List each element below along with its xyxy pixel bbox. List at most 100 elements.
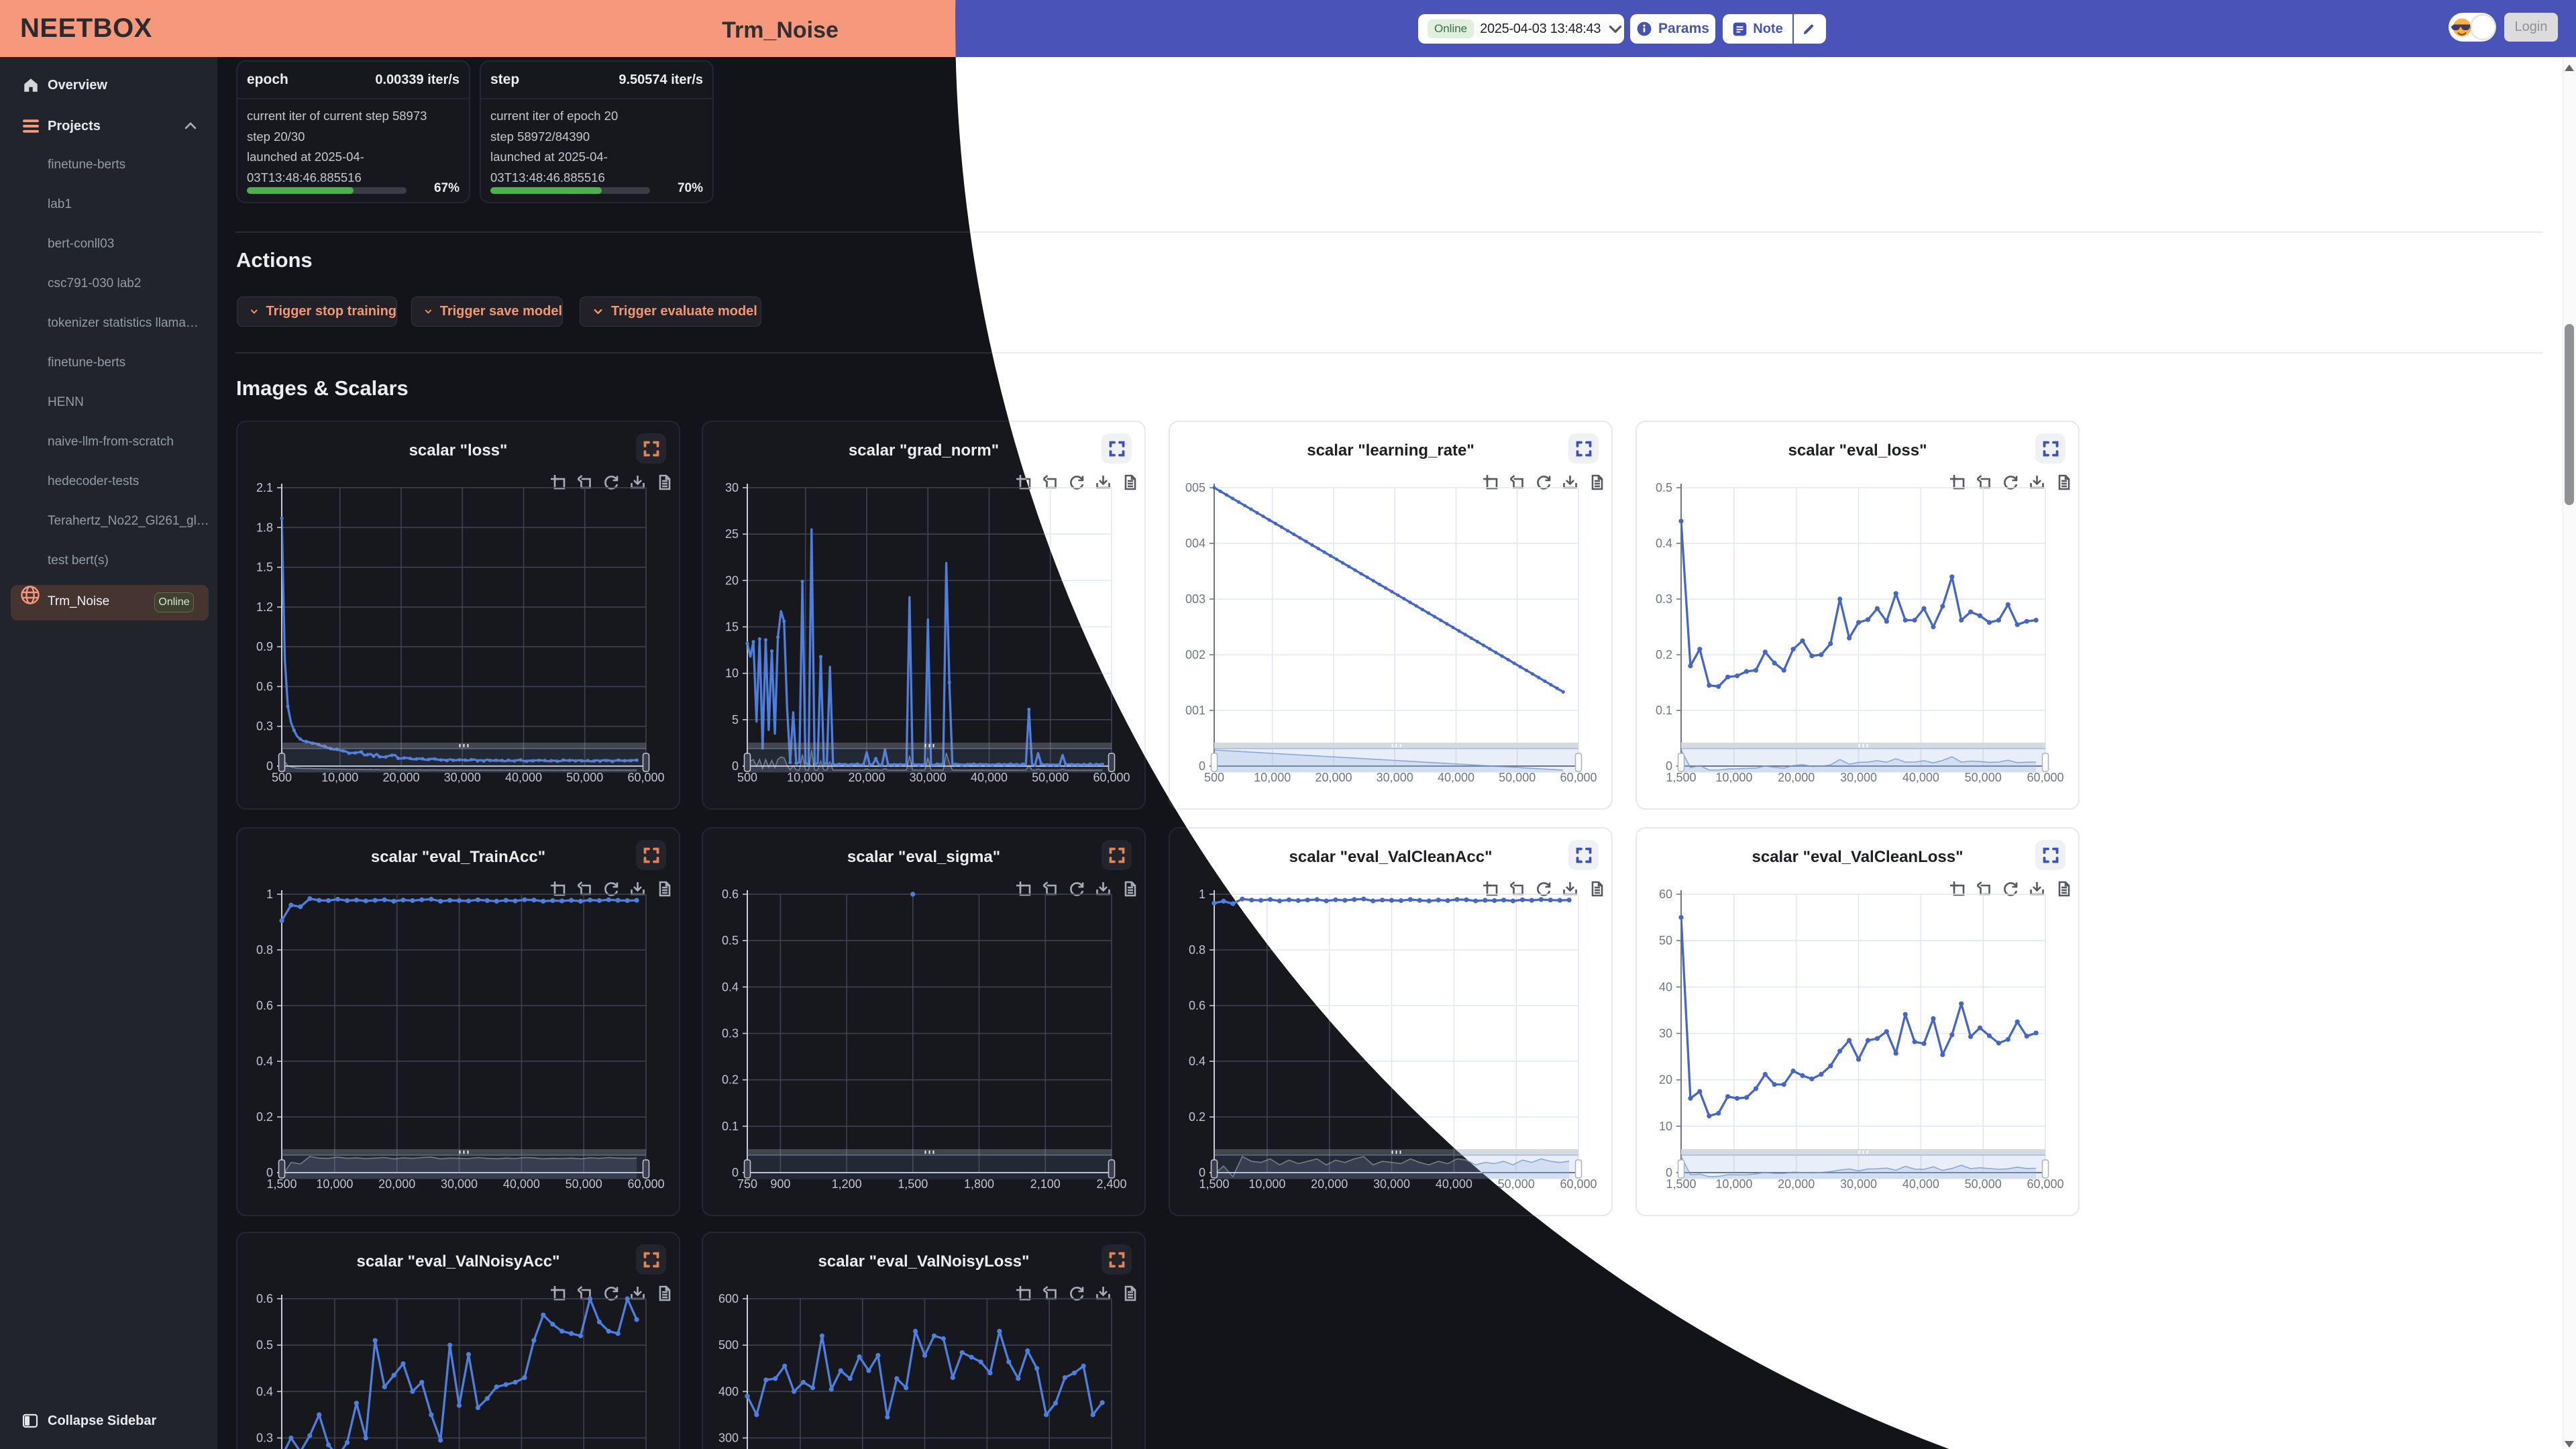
svg-text:0.8: 0.8 bbox=[1189, 943, 1205, 957]
svg-text:30,000: 30,000 bbox=[1840, 1177, 1877, 1191]
svg-text:0.6: 0.6 bbox=[256, 1292, 273, 1305]
svg-text:0.9: 0.9 bbox=[256, 640, 273, 653]
svg-text:0.4: 0.4 bbox=[722, 980, 739, 994]
svg-text:600: 600 bbox=[718, 1292, 739, 1305]
svg-text:0.5: 0.5 bbox=[256, 1338, 273, 1352]
svg-text:30,000: 30,000 bbox=[1840, 771, 1877, 784]
svg-text:0: 0 bbox=[266, 759, 273, 773]
svg-text:0: 0 bbox=[1199, 1166, 1205, 1179]
svg-text:0.6: 0.6 bbox=[256, 999, 273, 1012]
svg-text:0: 0 bbox=[266, 1166, 273, 1179]
svg-text:001: 001 bbox=[1185, 704, 1205, 717]
svg-text:30,000: 30,000 bbox=[1377, 771, 1413, 784]
svg-text:500: 500 bbox=[272, 771, 292, 784]
svg-text:20,000: 20,000 bbox=[1311, 1177, 1348, 1191]
svg-text:500: 500 bbox=[718, 1338, 739, 1352]
svg-text:0.1: 0.1 bbox=[722, 1120, 739, 1133]
svg-text:50,000: 50,000 bbox=[1965, 1177, 2002, 1191]
svg-text:20: 20 bbox=[1659, 1073, 1672, 1087]
svg-text:1,500: 1,500 bbox=[1666, 1177, 1696, 1191]
svg-text:0: 0 bbox=[732, 1166, 739, 1179]
svg-text:10,000: 10,000 bbox=[321, 771, 358, 784]
svg-text:400: 400 bbox=[718, 1385, 739, 1398]
svg-text:0.4: 0.4 bbox=[256, 1055, 273, 1068]
svg-text:60,000: 60,000 bbox=[1093, 771, 1130, 784]
svg-text:1.8: 1.8 bbox=[256, 521, 273, 534]
svg-text:5: 5 bbox=[732, 713, 739, 727]
svg-text:50,000: 50,000 bbox=[566, 771, 603, 784]
svg-text:0.2: 0.2 bbox=[722, 1073, 739, 1087]
svg-text:0.3: 0.3 bbox=[256, 1432, 273, 1445]
svg-text:20,000: 20,000 bbox=[1778, 1177, 1815, 1191]
svg-text:0.8: 0.8 bbox=[256, 943, 273, 957]
svg-text:0.4: 0.4 bbox=[256, 1385, 273, 1398]
svg-text:40,000: 40,000 bbox=[1902, 1177, 1939, 1191]
svg-text:20,000: 20,000 bbox=[1778, 771, 1815, 784]
svg-text:40,000: 40,000 bbox=[503, 1177, 540, 1191]
svg-text:0.4: 0.4 bbox=[1189, 1055, 1205, 1068]
svg-text:0.5: 0.5 bbox=[722, 934, 739, 947]
svg-text:002: 002 bbox=[1185, 648, 1205, 661]
svg-text:0.2: 0.2 bbox=[256, 1110, 273, 1124]
svg-text:20,000: 20,000 bbox=[378, 1177, 415, 1191]
svg-text:scalar "learning_rate": scalar "learning_rate" bbox=[1307, 441, 1474, 460]
svg-text:30: 30 bbox=[725, 481, 739, 494]
svg-text:60,000: 60,000 bbox=[627, 1177, 664, 1191]
svg-text:40,000: 40,000 bbox=[1436, 1177, 1472, 1191]
svg-text:005: 005 bbox=[1185, 481, 1205, 494]
svg-text:1,500: 1,500 bbox=[1199, 1177, 1229, 1191]
svg-text:20,000: 20,000 bbox=[1315, 771, 1352, 784]
svg-text:1,200: 1,200 bbox=[832, 1177, 862, 1191]
svg-text:0.6: 0.6 bbox=[722, 888, 739, 901]
svg-text:750: 750 bbox=[737, 1177, 757, 1191]
svg-text:40,000: 40,000 bbox=[971, 771, 1008, 784]
svg-text:1,800: 1,800 bbox=[964, 1177, 994, 1191]
svg-text:scalar "eval_ValNoisyLoss": scalar "eval_ValNoisyLoss" bbox=[818, 1252, 1030, 1271]
svg-text:scalar "eval_ValCleanAcc": scalar "eval_ValCleanAcc" bbox=[1289, 848, 1493, 866]
svg-text:300: 300 bbox=[718, 1432, 739, 1445]
svg-text:scalar "eval_sigma": scalar "eval_sigma" bbox=[847, 848, 1000, 866]
svg-text:40,000: 40,000 bbox=[1902, 771, 1939, 784]
svg-text:900: 900 bbox=[770, 1177, 790, 1191]
svg-text:30,000: 30,000 bbox=[910, 771, 947, 784]
svg-text:10,000: 10,000 bbox=[1715, 771, 1752, 784]
svg-text:0: 0 bbox=[1199, 759, 1205, 773]
svg-text:30,000: 30,000 bbox=[444, 771, 481, 784]
svg-text:30,000: 30,000 bbox=[441, 1177, 478, 1191]
svg-text:1,500: 1,500 bbox=[1666, 771, 1696, 784]
svg-text:scalar "eval_loss": scalar "eval_loss" bbox=[1788, 441, 1927, 460]
svg-text:20,000: 20,000 bbox=[848, 771, 885, 784]
svg-text:1,500: 1,500 bbox=[898, 1177, 928, 1191]
svg-text:2.1: 2.1 bbox=[256, 481, 273, 494]
svg-text:60,000: 60,000 bbox=[1560, 1177, 1597, 1191]
svg-text:10,000: 10,000 bbox=[1715, 1177, 1752, 1191]
svg-text:0: 0 bbox=[732, 759, 739, 773]
svg-text:50: 50 bbox=[1659, 934, 1672, 947]
svg-text:20,000: 20,000 bbox=[382, 771, 419, 784]
svg-text:0.2: 0.2 bbox=[1656, 648, 1672, 661]
svg-text:40: 40 bbox=[1659, 980, 1672, 994]
svg-text:25: 25 bbox=[725, 527, 739, 541]
svg-text:30,000: 30,000 bbox=[1373, 1177, 1410, 1191]
svg-text:50,000: 50,000 bbox=[1965, 771, 2002, 784]
svg-text:40,000: 40,000 bbox=[1438, 771, 1474, 784]
svg-text:60,000: 60,000 bbox=[1560, 771, 1597, 784]
svg-text:0.3: 0.3 bbox=[1656, 592, 1672, 606]
svg-text:0.6: 0.6 bbox=[256, 680, 273, 693]
svg-text:0.3: 0.3 bbox=[722, 1027, 739, 1040]
svg-text:50,000: 50,000 bbox=[1499, 771, 1536, 784]
svg-text:scalar "grad_norm": scalar "grad_norm" bbox=[849, 441, 999, 460]
svg-text:1,500: 1,500 bbox=[266, 1177, 297, 1191]
svg-text:2,400: 2,400 bbox=[1096, 1177, 1126, 1191]
svg-text:003: 003 bbox=[1185, 592, 1205, 606]
svg-text:0.2: 0.2 bbox=[1189, 1110, 1205, 1124]
svg-text:50,000: 50,000 bbox=[566, 1177, 602, 1191]
svg-text:0.4: 0.4 bbox=[1656, 537, 1672, 550]
svg-text:60,000: 60,000 bbox=[2027, 771, 2063, 784]
svg-text:60,000: 60,000 bbox=[627, 771, 664, 784]
svg-text:50,000: 50,000 bbox=[1032, 771, 1069, 784]
svg-text:1.2: 1.2 bbox=[256, 600, 273, 614]
svg-text:500: 500 bbox=[737, 771, 757, 784]
svg-text:10,000: 10,000 bbox=[1248, 1177, 1285, 1191]
svg-text:10,000: 10,000 bbox=[316, 1177, 353, 1191]
